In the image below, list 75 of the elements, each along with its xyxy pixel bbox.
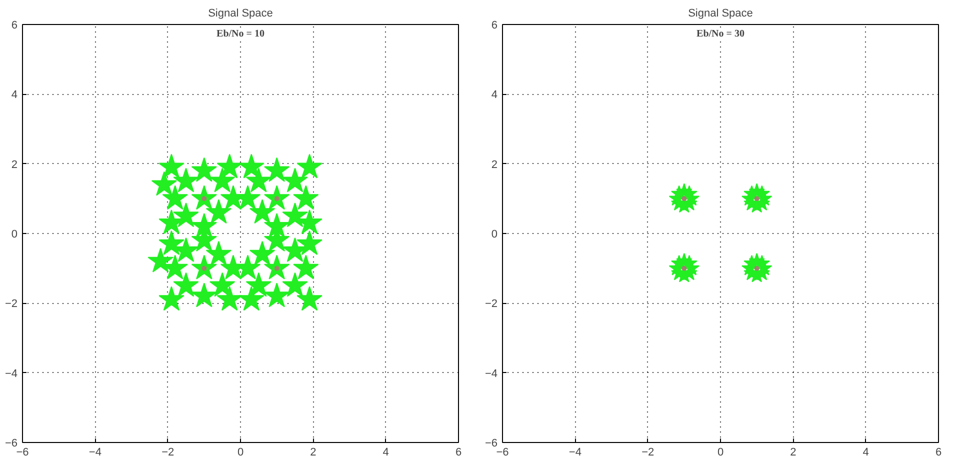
point [234, 254, 261, 280]
y-tick-label: −6 [484, 438, 498, 450]
x-tick-label: −4 [568, 446, 582, 458]
x-tick-label: 6 [455, 446, 462, 458]
point [148, 248, 174, 272]
y-tick-label: 0 [491, 228, 498, 240]
point [246, 168, 272, 192]
x-tick-label: 4 [382, 446, 389, 458]
point [682, 266, 687, 271]
x-tick-label: −2 [162, 446, 174, 458]
y-tick-label: −2 [4, 298, 18, 310]
point [238, 286, 264, 311]
point [264, 282, 290, 308]
point [206, 199, 232, 224]
x-tick-label: −4 [88, 446, 102, 458]
point [151, 171, 178, 196]
point [264, 157, 290, 182]
chart-subtitle: Eb/No = 30 [696, 28, 744, 40]
y-tick-label: −4 [4, 368, 18, 380]
y-tick-label: −4 [484, 368, 498, 380]
point [202, 266, 207, 271]
point [173, 272, 199, 297]
x-tick-label: 0 [717, 446, 724, 458]
x-tick-label: 2 [790, 446, 796, 458]
point [754, 266, 760, 271]
point [191, 157, 218, 182]
point [293, 254, 319, 280]
point [296, 230, 322, 255]
y-tick-label: 2 [11, 158, 18, 171]
point [249, 199, 276, 224]
x-tick-label: 4 [862, 446, 869, 458]
x-tick-label: 0 [237, 446, 244, 458]
y-tick-label: −6 [4, 438, 18, 450]
point [191, 282, 218, 308]
point [158, 230, 184, 255]
point [209, 168, 236, 192]
point [296, 286, 322, 311]
chart-title: Signal Space [208, 8, 273, 20]
point [249, 240, 276, 266]
y-tick-label: 6 [491, 20, 498, 32]
y-tick-label: 2 [491, 158, 498, 171]
y-tick-label: 0 [11, 228, 18, 240]
point [216, 154, 242, 178]
chart-title: Signal Space [688, 8, 753, 20]
point [191, 213, 218, 238]
x-tick-label: −2 [642, 446, 654, 458]
point [209, 272, 236, 297]
point [238, 154, 264, 178]
point [293, 185, 319, 210]
point [754, 196, 760, 202]
y-tick-label: 4 [491, 89, 498, 102]
y-tick-label: 6 [11, 20, 18, 32]
point [162, 185, 188, 210]
point [220, 185, 246, 210]
point [274, 196, 280, 202]
point [158, 286, 184, 311]
point [282, 168, 308, 192]
y-tick-label: −2 [484, 298, 498, 310]
x-tick-label: 2 [310, 446, 316, 458]
point [296, 154, 322, 178]
point [173, 168, 199, 192]
point [202, 196, 207, 202]
point [216, 286, 242, 311]
point [282, 272, 308, 297]
point [274, 266, 280, 271]
point [158, 154, 184, 178]
chart-subtitle: Eb/No = 10 [216, 28, 264, 40]
point [282, 202, 308, 228]
point [206, 240, 232, 266]
x-tick-label: 6 [935, 446, 942, 458]
point [264, 213, 290, 238]
point [173, 202, 199, 228]
y-tick-label: 4 [11, 89, 18, 102]
point [682, 196, 687, 202]
point [246, 272, 272, 297]
